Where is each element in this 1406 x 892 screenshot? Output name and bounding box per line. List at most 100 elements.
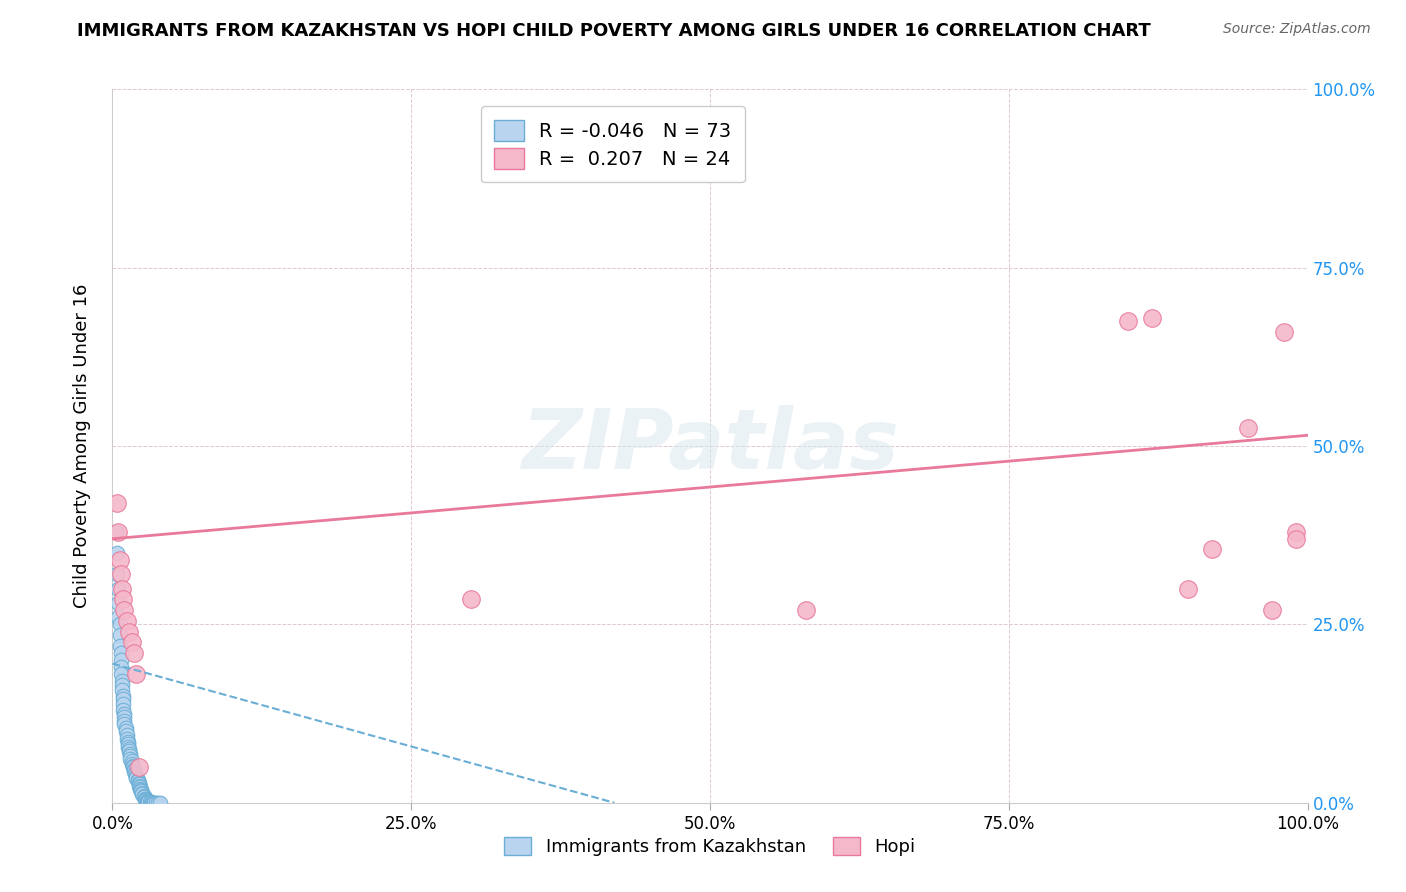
Point: [129, 781, 152, 796]
Point: [107, 524, 129, 539]
Point: [1142, 310, 1164, 325]
Point: [107, 596, 129, 610]
Point: [135, 792, 157, 806]
Point: [114, 721, 136, 735]
Point: [117, 737, 139, 751]
Point: [132, 790, 155, 805]
Point: [114, 724, 136, 739]
Point: [105, 546, 128, 560]
Point: [112, 703, 135, 717]
Point: [117, 735, 139, 749]
Point: [1285, 532, 1308, 546]
Point: [120, 747, 142, 762]
Point: [131, 786, 153, 800]
Point: [1177, 582, 1199, 596]
Point: [141, 796, 163, 810]
Point: [121, 760, 143, 774]
Point: [127, 772, 149, 787]
Point: [118, 624, 141, 639]
Point: [122, 646, 145, 660]
Point: [110, 653, 132, 667]
Legend: Immigrants from Kazakhstan, Hopi: Immigrants from Kazakhstan, Hopi: [495, 828, 925, 865]
Point: [142, 796, 165, 810]
Point: [111, 582, 134, 596]
Point: [118, 742, 141, 756]
Point: [138, 794, 160, 808]
Point: [110, 646, 132, 660]
Point: [114, 710, 135, 724]
Point: [460, 592, 482, 607]
Point: [114, 706, 135, 721]
Point: [1261, 603, 1284, 617]
Point: [112, 698, 135, 712]
Text: ZIPatlas: ZIPatlas: [522, 406, 898, 486]
Point: [127, 774, 149, 789]
Point: [124, 767, 146, 781]
Point: [110, 660, 132, 674]
Point: [132, 789, 155, 803]
Y-axis label: Child Poverty Among Girls Under 16: Child Poverty Among Girls Under 16: [73, 284, 91, 608]
Point: [111, 678, 134, 692]
Point: [149, 796, 172, 810]
Point: [145, 796, 167, 810]
Point: [107, 610, 129, 624]
Point: [120, 751, 142, 765]
Point: [110, 667, 132, 681]
Point: [108, 553, 131, 567]
Point: [115, 731, 138, 746]
Point: [794, 603, 817, 617]
Point: [1272, 325, 1295, 339]
Point: [143, 796, 166, 810]
Point: [121, 758, 143, 772]
Point: [146, 796, 169, 810]
Point: [114, 717, 135, 731]
Point: [121, 755, 143, 769]
Point: [1285, 524, 1308, 539]
Point: [128, 776, 150, 790]
Point: [136, 794, 159, 808]
Point: [105, 524, 128, 539]
Point: [117, 740, 139, 755]
Point: [138, 795, 160, 809]
Point: [134, 791, 156, 805]
Point: [112, 692, 135, 706]
Point: [115, 728, 138, 742]
Point: [111, 683, 134, 698]
Point: [139, 795, 162, 809]
Point: [125, 667, 148, 681]
Point: [107, 582, 129, 596]
Point: [128, 760, 150, 774]
Point: [131, 787, 153, 801]
Point: [114, 714, 135, 728]
Point: [121, 756, 143, 771]
Point: [1118, 314, 1140, 328]
Point: [125, 769, 148, 783]
Point: [112, 592, 135, 607]
Point: [129, 783, 152, 797]
Point: [1237, 421, 1260, 435]
Point: [135, 793, 157, 807]
Point: [121, 635, 143, 649]
Point: [125, 771, 148, 785]
Text: Source: ZipAtlas.com: Source: ZipAtlas.com: [1223, 22, 1371, 37]
Point: [120, 749, 142, 764]
Point: [124, 765, 146, 780]
Point: [118, 744, 141, 758]
Point: [129, 780, 152, 794]
Point: [110, 567, 132, 582]
Point: [128, 779, 150, 793]
Point: [1201, 542, 1223, 557]
Point: [128, 777, 150, 791]
Point: [108, 617, 131, 632]
Point: [111, 674, 134, 689]
Point: [105, 496, 128, 510]
Text: IMMIGRANTS FROM KAZAKHSTAN VS HOPI CHILD POVERTY AMONG GIRLS UNDER 16 CORRELATIO: IMMIGRANTS FROM KAZAKHSTAN VS HOPI CHILD…: [77, 22, 1152, 40]
Point: [122, 762, 145, 776]
Point: [115, 614, 138, 628]
Point: [108, 639, 131, 653]
Point: [114, 603, 135, 617]
Point: [112, 689, 135, 703]
Point: [105, 567, 128, 582]
Point: [138, 795, 160, 809]
Point: [122, 764, 145, 778]
